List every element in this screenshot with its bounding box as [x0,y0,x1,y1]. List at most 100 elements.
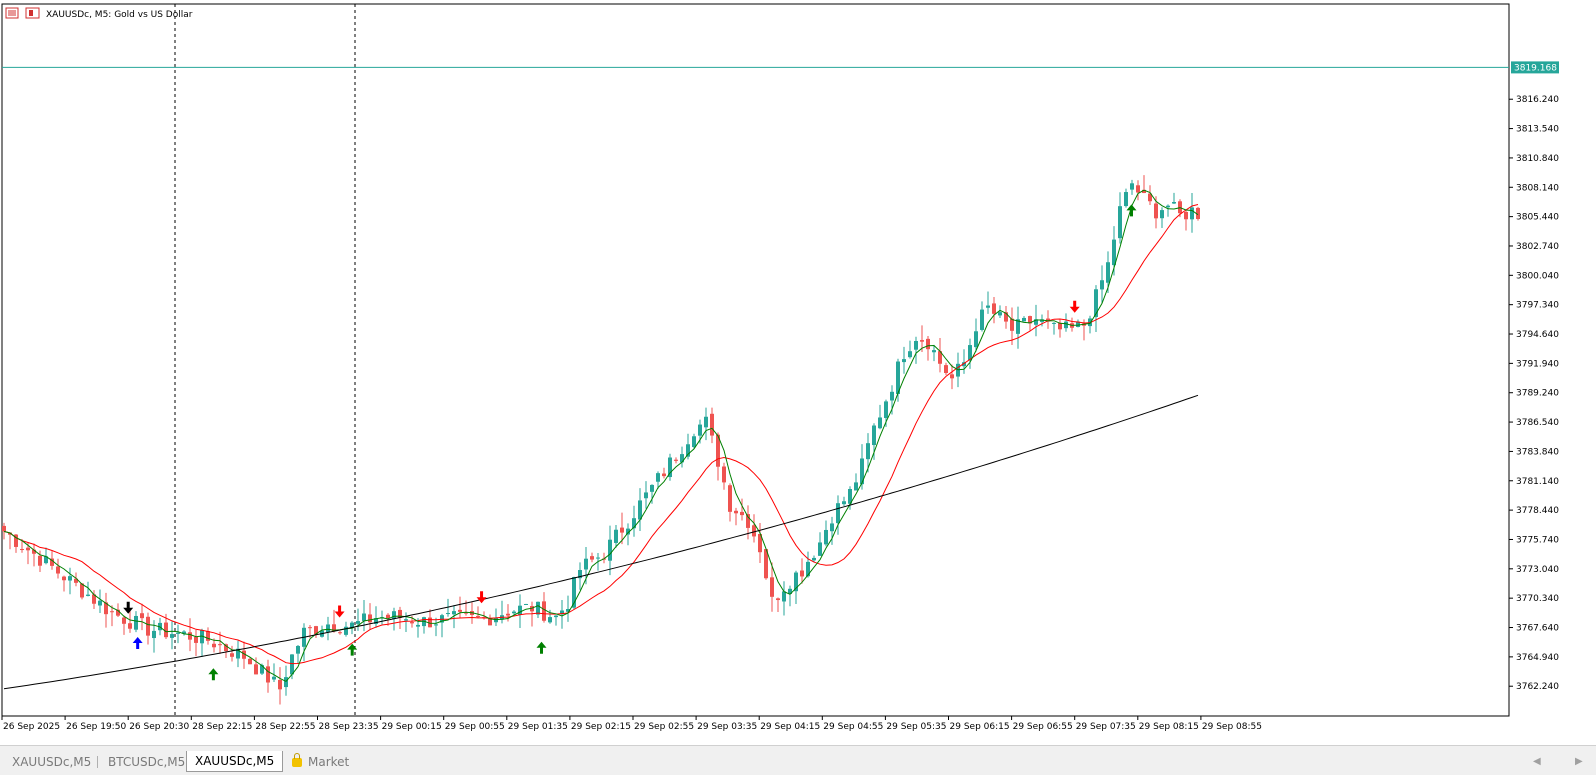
y-tick-label: 3773.040 [1516,565,1559,575]
candle-body [860,458,864,485]
candle-body [344,626,348,635]
candle-body [926,338,930,350]
candle-body [554,615,558,618]
y-tick-label: 3778.440 [1516,506,1559,516]
tab-market[interactable]: Market [284,752,357,772]
chart-title: XAUUSDc, M5: Gold vs US Dollar [46,10,193,20]
candle-body [266,666,270,683]
y-tick-label: 3800.040 [1516,271,1559,281]
session-breaks [174,4,356,716]
candle-body [368,614,372,623]
candle-body [1154,203,1158,219]
candle-body [734,510,738,514]
candle-body [716,434,720,467]
candle-body [1142,189,1146,194]
candle-body [692,436,696,448]
signal-arrow-up-icon [347,643,358,656]
x-tick-label: 29 Sep 06:15 [950,722,1010,732]
candle-body [1064,321,1068,329]
signal-arrow-up-icon [1126,204,1137,217]
y-tick-label: 3791.940 [1516,359,1559,369]
candle-body [464,612,468,614]
chart-tabs-bar: XAUUSDc,M5 BTCUSDc,M5 XAUUSDc,M5 Market … [0,745,1596,775]
candle-body [446,613,450,615]
candle-body [968,345,972,361]
signal-arrow-up-icon [536,641,547,654]
tab-xauusdc-active[interactable]: XAUUSDc,M5 [186,751,284,772]
candle-body [1034,319,1038,325]
candle-body [596,557,600,559]
y-tick-label: 3816.240 [1516,95,1559,105]
signal-arrow-down-icon [334,605,345,618]
candle-body [1022,317,1026,322]
candle-body [824,529,828,545]
candle-body [104,602,108,615]
scroll-left-icon[interactable]: ◀ [1533,756,1541,767]
candle-body [944,365,948,374]
candle-body [140,613,144,619]
candle-body [632,518,636,529]
signal-arrow-down-icon [476,591,487,604]
candle-body [818,542,822,556]
candle-body [1136,185,1140,193]
candle-body [902,359,906,363]
candle-body [1148,193,1152,202]
y-tick-label: 3783.840 [1516,447,1559,457]
candle-body [722,466,726,483]
candle-body [662,473,666,477]
candle-body [92,594,96,604]
y-tick-label: 3789.240 [1516,389,1559,399]
candle-body [626,528,630,535]
x-tick-label: 29 Sep 00:15 [382,722,442,732]
candle-body [242,650,246,659]
candle-body [176,632,180,634]
candle-body [1058,322,1062,330]
candle-body [920,340,924,342]
candle-body [1046,318,1050,322]
candle-body [86,594,90,596]
tab-btcusdc[interactable]: BTCUSDc,M5 [108,755,186,769]
candle-body [656,473,660,482]
candle-body [32,549,36,554]
candle-body [1100,280,1104,290]
mid-ma [3,204,1199,665]
candle-body [152,630,156,639]
candle-body [752,525,756,537]
price-chart[interactable]: 3816.240 3813.540 3810.840 3808.140 3805.440… [0,0,1596,745]
signal-arrow-up-icon [208,668,219,681]
x-tick-label: 29 Sep 02:55 [634,722,694,732]
candle-body [350,622,354,628]
candle-body [788,588,792,595]
signal-arrow-up-icon [132,636,143,649]
y-tick-label: 3786.540 [1516,418,1559,428]
tab-xauusdc-1[interactable]: XAUUSDc,M5 [12,755,92,769]
candle-body [1112,239,1116,266]
y-tick-label: 3781.140 [1516,477,1559,487]
candle-body [800,570,804,577]
candle-body [284,677,288,688]
candle-body [908,351,912,358]
x-tick-label: 26 Sep 19:50 [66,722,126,732]
candle-body [452,611,456,615]
candle-body [524,603,528,605]
candle-body [1190,207,1194,220]
candle-body [950,374,954,379]
candle-body [98,600,102,606]
candle-body [314,626,318,635]
candle-body [650,484,654,492]
candle-body [962,362,966,367]
x-tick-label: 26 Sep 20:30 [129,722,189,732]
candle-body [116,609,120,616]
candle-body [2,525,6,532]
candle-body [536,601,540,615]
candle-body [230,653,234,657]
candle-body [890,391,894,401]
y-tick-label: 3808.140 [1516,183,1559,193]
y-tick-label: 3805.440 [1516,213,1559,223]
scroll-right-icon[interactable]: ▶ [1575,756,1583,767]
candle-body [68,576,72,581]
candle-body [278,679,282,690]
x-tick-label: 29 Sep 08:55 [1202,722,1262,732]
x-tick-label: 29 Sep 06:55 [1013,722,1073,732]
candle-body [416,624,420,627]
